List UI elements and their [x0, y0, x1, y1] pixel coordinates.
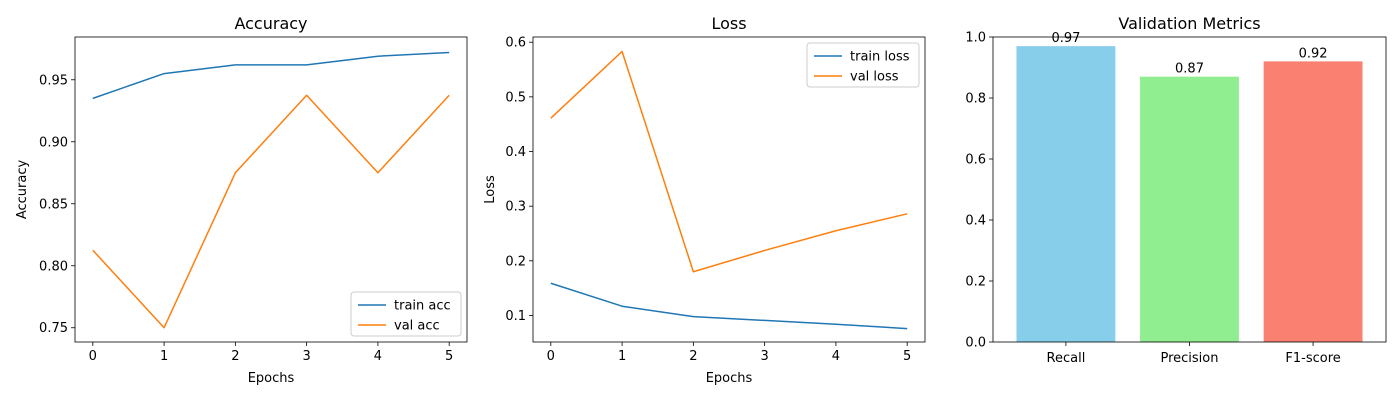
y-tick-label: 0.6 [965, 153, 986, 168]
chart-title: Loss [711, 14, 746, 33]
bar-data-label: 0.97 [1051, 31, 1080, 46]
chart-panel-2: Validation Metrics 0.97 0.87 0.92 Recall Prec… [965, 14, 1387, 366]
chart-panel-1: Loss 0 1 2 3 4 5 0.1 0.2 0.3 0.4 0.5 0.6 Epochs Loss tr… [483, 14, 926, 386]
bar-recall [1016, 46, 1116, 343]
y-tick-label: 0.85 [39, 197, 68, 212]
y-tick-label: 0.2 [505, 254, 526, 269]
legend: train acc val acc [350, 291, 462, 337]
series-line-val-loss [550, 50, 908, 273]
legend-label: val acc [394, 319, 440, 334]
x-tick-label: 0 [89, 349, 97, 364]
y-axis-label: Accuracy [15, 160, 30, 220]
x-tick-label: 2 [689, 349, 697, 364]
legend-label: train loss [850, 50, 910, 65]
y-tick-label: 0.2 [965, 275, 986, 290]
x-tick-label: 4 [832, 349, 840, 364]
bar-f1-score [1263, 61, 1363, 343]
bar-data-label: 0.92 [1299, 46, 1328, 61]
x-tick-label: 5 [903, 349, 911, 364]
x-tick-label: Recall [1047, 351, 1086, 366]
legend-label: train acc [394, 299, 451, 314]
y-tick-label: 0.3 [505, 200, 526, 215]
y-axis-label: Loss [483, 175, 498, 204]
bar-data-label: 0.87 [1175, 62, 1204, 77]
axes-frame [532, 36, 926, 343]
y-tick-label: 0.0 [965, 336, 986, 351]
x-tick-label: 0 [547, 349, 555, 364]
bar-precision [1140, 76, 1239, 343]
y-tick-label: 0.6 [505, 36, 526, 51]
x-tick-label: 2 [231, 349, 239, 364]
chart-panel-0: Accuracy 0 1 2 3 4 5 0.75 0.80 0.85 0.90 0.95 Epochs… [15, 14, 468, 386]
legend: train loss val loss [806, 42, 920, 88]
y-tick-label: 0.4 [505, 145, 526, 160]
y-tick-label: 0.1 [505, 309, 526, 324]
chart-title: Accuracy [234, 14, 307, 33]
x-tick-label: 1 [618, 349, 626, 364]
y-tick-label: 0.80 [39, 259, 68, 274]
axes-frame [74, 36, 468, 343]
legend-label: val loss [850, 70, 899, 85]
y-tick-label: 0.8 [965, 92, 986, 107]
x-tick-label: Precision [1160, 351, 1218, 366]
x-axis-label: Epochs [706, 371, 753, 386]
y-tick-label: 0.95 [39, 73, 68, 88]
x-axis-label: Epochs [248, 371, 295, 386]
series-line-train-acc [92, 51, 450, 100]
y-tick-label: 0.75 [39, 321, 68, 336]
y-tick-label: 0.5 [505, 90, 526, 105]
x-tick-label: 1 [160, 349, 168, 364]
x-tick-label: 4 [374, 349, 382, 364]
series-line-train-loss [550, 282, 908, 330]
y-tick-label: 0.90 [39, 135, 68, 150]
series-line-val-acc [92, 94, 450, 329]
x-tick-label: F1-score [1285, 351, 1340, 366]
x-tick-label: 5 [445, 349, 453, 364]
x-tick-label: 3 [302, 349, 310, 364]
x-tick-label: 3 [760, 349, 768, 364]
y-tick-label: 0.4 [965, 214, 986, 229]
chart-title: Validation Metrics [1118, 14, 1260, 33]
y-tick-label: 1.0 [965, 31, 986, 46]
